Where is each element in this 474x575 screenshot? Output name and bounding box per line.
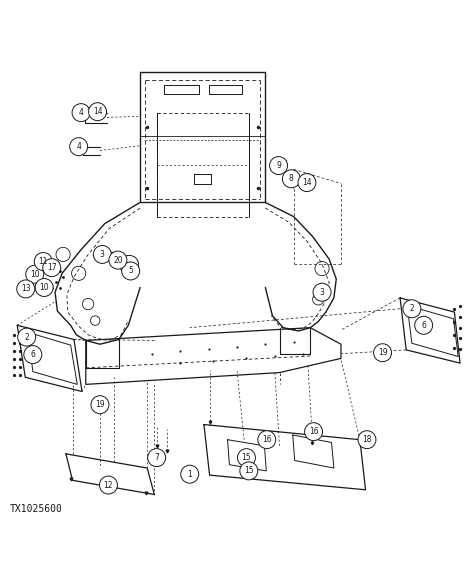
Circle shape bbox=[181, 465, 199, 483]
Circle shape bbox=[313, 283, 331, 301]
Text: 20: 20 bbox=[113, 256, 123, 264]
Circle shape bbox=[258, 431, 276, 448]
Text: 19: 19 bbox=[378, 348, 387, 357]
Text: 3: 3 bbox=[100, 250, 105, 259]
Text: 18: 18 bbox=[362, 435, 372, 444]
Circle shape bbox=[100, 476, 118, 494]
Circle shape bbox=[89, 103, 107, 121]
Circle shape bbox=[34, 252, 52, 270]
Circle shape bbox=[283, 170, 301, 188]
Text: 10: 10 bbox=[30, 270, 39, 279]
Circle shape bbox=[298, 174, 316, 191]
Circle shape bbox=[374, 344, 392, 362]
Text: 12: 12 bbox=[104, 481, 113, 489]
Circle shape bbox=[43, 259, 61, 277]
Text: 1: 1 bbox=[187, 470, 192, 478]
Text: 15: 15 bbox=[242, 453, 251, 462]
Text: 6: 6 bbox=[30, 350, 35, 359]
Circle shape bbox=[358, 431, 376, 448]
Circle shape bbox=[240, 462, 258, 480]
Circle shape bbox=[93, 246, 111, 263]
Text: 16: 16 bbox=[309, 427, 319, 436]
Circle shape bbox=[70, 137, 88, 156]
Text: 2: 2 bbox=[24, 332, 29, 342]
Text: 4: 4 bbox=[79, 108, 83, 117]
Circle shape bbox=[305, 423, 322, 440]
Text: 16: 16 bbox=[262, 435, 272, 444]
Circle shape bbox=[270, 156, 288, 175]
Text: 14: 14 bbox=[93, 107, 102, 116]
Circle shape bbox=[148, 448, 165, 467]
Text: 5: 5 bbox=[128, 266, 133, 275]
Circle shape bbox=[403, 300, 421, 318]
Text: 11: 11 bbox=[38, 257, 48, 266]
Text: 2: 2 bbox=[410, 304, 414, 313]
Text: 4: 4 bbox=[76, 142, 81, 151]
Text: 15: 15 bbox=[244, 466, 254, 476]
Text: 13: 13 bbox=[21, 285, 30, 293]
Text: 17: 17 bbox=[47, 263, 56, 272]
Text: 8: 8 bbox=[289, 174, 294, 183]
Circle shape bbox=[18, 328, 36, 346]
Circle shape bbox=[109, 251, 127, 269]
Circle shape bbox=[26, 265, 44, 283]
Circle shape bbox=[91, 396, 109, 413]
Text: TX1025600: TX1025600 bbox=[10, 504, 63, 515]
Text: 9: 9 bbox=[276, 161, 281, 170]
Circle shape bbox=[237, 448, 255, 467]
Circle shape bbox=[72, 104, 90, 122]
Text: 10: 10 bbox=[39, 283, 49, 292]
Circle shape bbox=[122, 262, 140, 280]
Text: 3: 3 bbox=[319, 288, 325, 297]
Circle shape bbox=[415, 316, 433, 334]
Circle shape bbox=[17, 280, 35, 298]
Text: 7: 7 bbox=[154, 453, 159, 462]
Circle shape bbox=[24, 346, 42, 363]
Circle shape bbox=[35, 278, 53, 297]
Text: 6: 6 bbox=[421, 321, 426, 330]
Text: 19: 19 bbox=[95, 400, 105, 409]
Text: 14: 14 bbox=[302, 178, 312, 187]
